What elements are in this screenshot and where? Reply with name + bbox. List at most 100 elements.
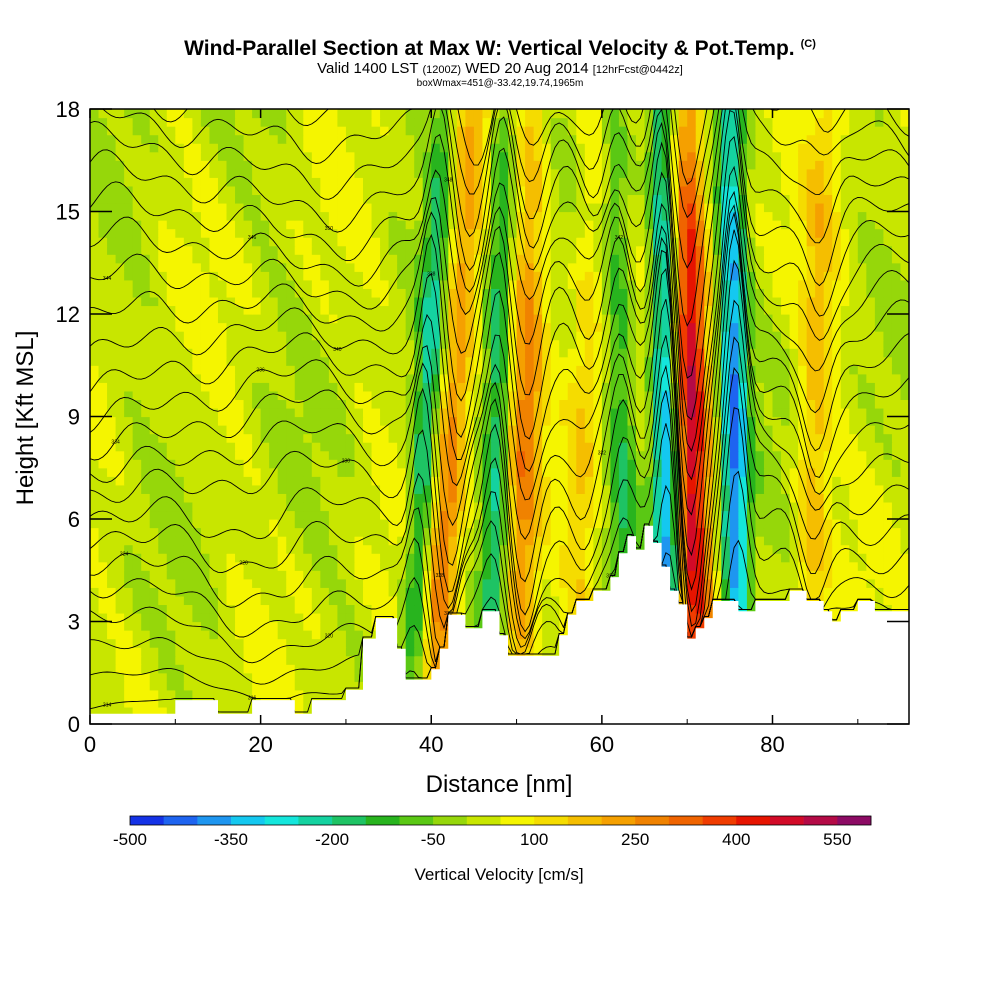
velocity-cell: [311, 638, 321, 648]
velocity-cell: [815, 433, 825, 443]
velocity-cell: [525, 459, 535, 469]
velocity-cell: [380, 382, 390, 392]
velocity-cell: [550, 459, 560, 469]
velocity-cell: [584, 484, 594, 494]
velocity-cell: [653, 442, 663, 452]
velocity-cell: [508, 442, 518, 452]
velocity-cell: [414, 655, 424, 665]
velocity-cell: [243, 536, 253, 546]
velocity-cell: [115, 339, 125, 349]
velocity-cell: [670, 484, 680, 494]
velocity-cell: [465, 544, 475, 554]
velocity-cell: [900, 314, 909, 324]
velocity-cell: [158, 578, 168, 588]
velocity-cell: [891, 314, 902, 324]
velocity-cell: [516, 493, 526, 503]
velocity-cell: [311, 672, 321, 682]
velocity-cell: [559, 279, 569, 289]
velocity-cell: [209, 433, 219, 443]
velocity-cell: [832, 544, 842, 554]
velocity-cell: [158, 647, 168, 657]
velocity-cell: [746, 356, 757, 366]
velocity-cell: [175, 467, 185, 477]
velocity-cell: [883, 467, 893, 477]
velocity-cell: [738, 595, 748, 606]
velocity-cell: [286, 459, 296, 469]
velocity-cell: [815, 501, 825, 512]
velocity-cell: [354, 348, 364, 358]
velocity-cell: [397, 407, 407, 418]
velocity-cell: [397, 433, 407, 443]
velocity-cell: [226, 647, 236, 657]
velocity-cell: [508, 416, 518, 426]
velocity-cell: [550, 536, 560, 546]
velocity-cell: [806, 356, 816, 366]
velocity-cell: [175, 348, 185, 358]
velocity-cell: [627, 314, 637, 324]
velocity-cell: [601, 348, 612, 358]
velocity-cell: [490, 348, 501, 358]
velocity-cell: [661, 433, 671, 443]
velocity-cell: [269, 314, 279, 324]
velocity-cell: [311, 647, 321, 657]
velocity-cell: [200, 595, 211, 606]
velocity-cell: [209, 536, 219, 546]
velocity-cell: [431, 553, 441, 563]
velocity-cell: [132, 467, 142, 477]
velocity-cell: [311, 296, 321, 307]
velocity-cell: [584, 578, 594, 588]
velocity-cell: [380, 553, 390, 563]
velocity-cell: [781, 544, 791, 554]
velocity-cell: [107, 425, 117, 435]
velocity-cell: [311, 433, 321, 443]
velocity-cell: [158, 655, 168, 665]
velocity-cell: [755, 390, 765, 401]
velocity-cell: [704, 373, 714, 383]
velocity-cell: [610, 348, 620, 358]
velocity-cell: [388, 553, 398, 563]
velocity-cell: [823, 322, 833, 332]
velocity-cell: [243, 587, 253, 597]
velocity-cell: [337, 570, 347, 580]
velocity-cell: [286, 314, 296, 324]
velocity-cell: [363, 407, 373, 418]
velocity-cell: [465, 578, 475, 588]
velocity-cell: [525, 314, 535, 324]
velocity-cell: [183, 561, 193, 571]
velocity-cell: [98, 476, 108, 486]
velocity-cell: [661, 339, 671, 349]
velocity-cell: [567, 519, 577, 529]
velocity-cell: [90, 279, 100, 289]
velocity-cell: [200, 664, 211, 674]
velocity-cell: [226, 484, 236, 494]
velocity-cell: [243, 339, 253, 349]
velocity-cell: [252, 365, 262, 375]
velocity-cell: [567, 296, 577, 307]
velocity-cell: [883, 450, 893, 460]
velocity-cell: [243, 416, 253, 426]
velocity-cell: [217, 501, 228, 512]
velocity-cell: [636, 296, 646, 307]
velocity-cell: [286, 664, 296, 674]
velocity-cell: [260, 279, 270, 289]
velocity-cell: [98, 296, 108, 307]
velocity-cell: [115, 501, 125, 512]
velocity-cell: [559, 501, 569, 512]
velocity-cell: [354, 331, 364, 341]
velocity-cell: [806, 510, 816, 520]
velocity-cell: [840, 331, 850, 341]
velocity-cell: [209, 664, 219, 674]
velocity-cell: [235, 407, 245, 418]
velocity-cell: [857, 442, 867, 452]
velocity-cell: [303, 348, 313, 358]
velocity-cell: [354, 442, 364, 452]
velocity-cell: [840, 442, 850, 452]
velocity-cell: [200, 467, 211, 477]
velocity-cell: [235, 664, 245, 674]
velocity-cell: [235, 322, 245, 332]
velocity-cell: [840, 510, 850, 520]
velocity-cell: [678, 578, 688, 588]
velocity-cell: [269, 672, 279, 682]
velocity-cell: [550, 544, 560, 554]
velocity-cell: [294, 647, 304, 657]
